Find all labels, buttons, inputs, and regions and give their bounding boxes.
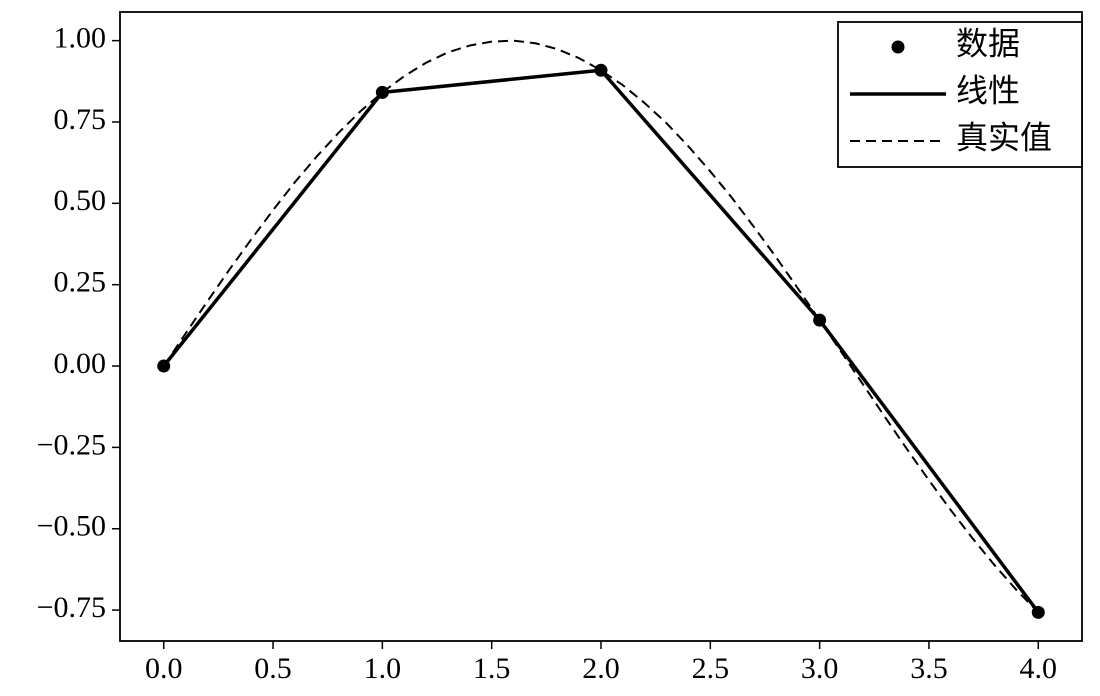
- dashed-line: [162, 39, 1039, 614]
- y-tick-label: 0.00: [54, 347, 107, 380]
- x-tick-label: 0.0: [145, 652, 183, 685]
- legend-label: 数据: [956, 25, 1020, 61]
- legend-marker: [891, 40, 905, 54]
- y-tick-label: 0.50: [54, 184, 107, 217]
- data-point: [1031, 605, 1045, 619]
- data-point: [594, 63, 608, 77]
- y-tick-label: −0.75: [37, 591, 106, 624]
- x-tick-label: 4.0: [1020, 652, 1058, 685]
- data-point: [813, 313, 827, 327]
- y-tick-label: −0.50: [37, 510, 106, 543]
- y-tick-label: 0.25: [54, 266, 107, 299]
- data-point: [375, 85, 389, 99]
- plot-frame: [119, 11, 1083, 642]
- legend-label: 线性: [956, 72, 1020, 108]
- x-tick-label: 3.5: [910, 652, 948, 685]
- legend-label: 真实值: [956, 119, 1052, 155]
- y-tick-label: 1.00: [54, 22, 107, 55]
- x-tick-label: 2.0: [582, 652, 620, 685]
- x-tick-label: 3.0: [801, 652, 839, 685]
- y-tick-label: −0.25: [37, 428, 106, 461]
- x-tick-label: 0.5: [254, 652, 292, 685]
- y-tick-label: 0.75: [54, 103, 107, 136]
- x-tick-label: 1.5: [473, 652, 511, 685]
- x-tick-label: 1.0: [364, 652, 402, 685]
- x-tick-label: 2.5: [692, 652, 730, 685]
- data-point: [157, 359, 171, 373]
